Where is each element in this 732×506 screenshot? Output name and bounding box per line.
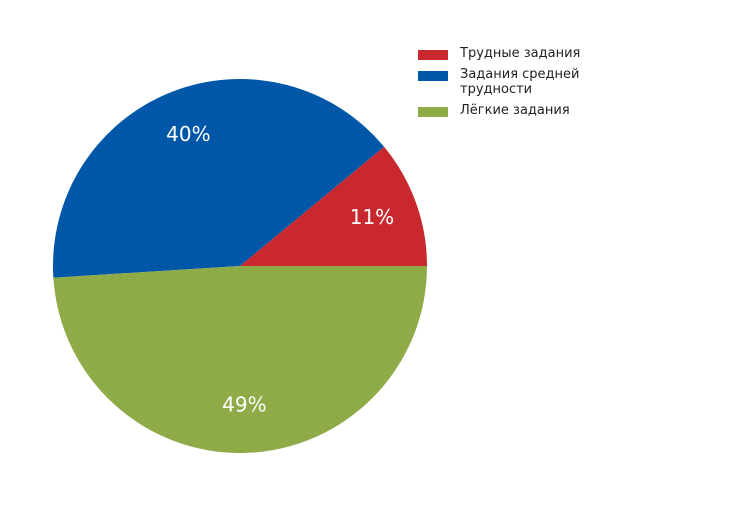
legend-item: Лёгкие задания [418, 103, 598, 118]
slice-label: 49% [222, 393, 266, 417]
slice-label: 11% [350, 205, 394, 229]
legend-swatch [418, 50, 448, 60]
pie-slice [240, 146, 427, 266]
legend-item: Задания средней трудности [418, 67, 598, 97]
legend-label: Лёгкие задания [460, 103, 570, 118]
legend: Трудные задания Задания средней трудности… [418, 46, 598, 124]
legend-item: Трудные задания [418, 46, 598, 61]
legend-label: Задания средней трудности [460, 67, 580, 97]
legend-label: Трудные задания [460, 46, 581, 61]
legend-swatch [418, 71, 448, 81]
pie-slice [53, 266, 427, 453]
slice-label: 40% [166, 122, 210, 146]
legend-swatch [418, 107, 448, 117]
pie-slice [53, 78, 385, 278]
